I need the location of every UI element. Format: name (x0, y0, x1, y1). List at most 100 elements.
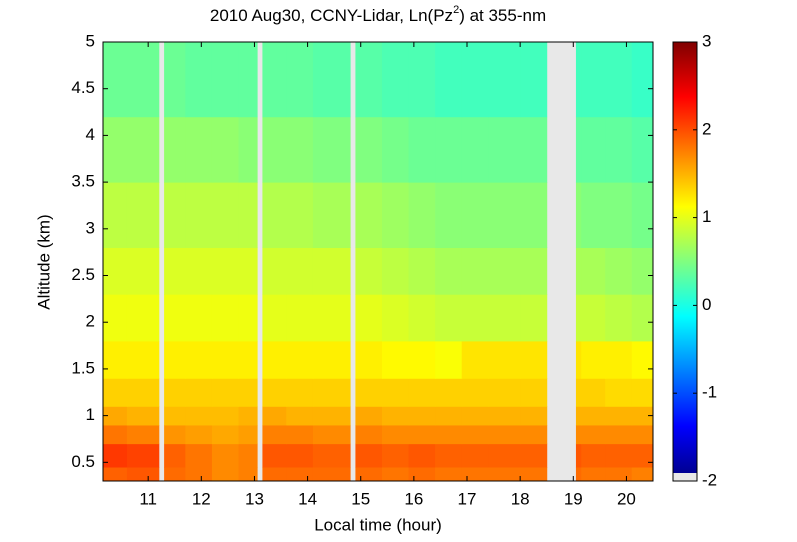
heatmap-cell (581, 406, 606, 426)
heatmap-cell (581, 378, 606, 407)
heatmap-cell (103, 42, 128, 118)
heatmap-cell (461, 294, 489, 342)
heatmap-cell (211, 247, 240, 295)
y-tick-label: 5 (86, 31, 95, 50)
heatmap-cell (238, 182, 258, 248)
heatmap-cell (631, 294, 654, 342)
heatmap-cell (575, 378, 582, 407)
heatmap-cell (126, 247, 160, 295)
title-superscript: 2 (453, 4, 459, 16)
heatmap-cell (461, 182, 489, 248)
y-tick-label: 4.5 (71, 78, 95, 97)
heatmap-cell (126, 116, 160, 183)
heatmap-cell (488, 42, 521, 118)
heatmap-cell (103, 378, 128, 407)
heatmap-cell (435, 466, 463, 482)
x-tick-label: 14 (298, 489, 317, 508)
heatmap-cell (185, 294, 213, 342)
heatmap-cell (381, 116, 410, 183)
x-tick-label: 16 (404, 489, 423, 508)
y-tick-label: 1 (86, 405, 95, 424)
heatmap-cell (355, 340, 383, 379)
heatmap-cell (126, 424, 160, 445)
heatmap-cell (103, 466, 128, 482)
heatmap-cell (126, 443, 160, 468)
heatmap-cell (164, 116, 186, 183)
x-tick-label: 12 (192, 489, 211, 508)
heatmap-cell (461, 247, 489, 295)
heatmap-cell (488, 182, 521, 248)
colorbar-tick-label: 1 (702, 207, 711, 226)
heatmap-cell (262, 247, 287, 295)
heatmap-cell (488, 340, 521, 379)
heatmap-cell (262, 340, 287, 379)
heatmap-cell (238, 406, 258, 426)
heatmap-cell (103, 294, 128, 342)
heatmap-cell (286, 424, 314, 445)
heatmap-cell (355, 42, 383, 118)
title-part: 2010 Aug30, CCNY-Lidar, Ln(Pz (210, 6, 453, 25)
heatmap-cell (286, 182, 314, 248)
heatmap-cell (164, 378, 186, 407)
y-tick-label: 4 (86, 125, 95, 144)
heatmap-cell (103, 247, 128, 295)
heatmap-cell (126, 466, 160, 482)
heatmap-cell (185, 182, 213, 248)
heatmap-cell (488, 424, 521, 445)
heatmap-cell (185, 424, 213, 445)
heatmap-cell (238, 340, 258, 379)
heatmap-cell (408, 406, 436, 426)
heatmap-cell (381, 182, 410, 248)
y-tick-label: 2.5 (71, 265, 95, 284)
heatmap-cell (461, 443, 489, 468)
heatmap-cell (488, 378, 521, 407)
heatmap-cell (211, 443, 240, 468)
heatmap-cell (575, 443, 582, 468)
heatmap-cell (408, 340, 436, 379)
heatmap-cell (631, 466, 654, 482)
heatmap-cell (408, 116, 436, 183)
heatmap-cell (581, 294, 606, 342)
colorbar-tick-label: -2 (702, 470, 717, 489)
heatmap-cell (520, 182, 548, 248)
heatmap-cell (520, 424, 548, 445)
heatmap-cell (461, 340, 489, 379)
heatmap-cell (575, 340, 582, 379)
heatmap-cell (312, 340, 351, 379)
heatmap-cell (238, 294, 258, 342)
heatmap-cell (631, 42, 654, 118)
heatmap-cell (605, 443, 633, 468)
heatmap-cell (211, 340, 240, 379)
y-tick-label: 3.5 (71, 172, 95, 191)
colorbar-tick-label: -1 (702, 383, 717, 402)
heatmap-cell (312, 424, 351, 445)
heatmap-cell (286, 406, 314, 426)
y-axis-label: Altitude (km) (34, 214, 53, 309)
heatmap-cell (520, 42, 548, 118)
heatmap-cell (238, 378, 258, 407)
heatmap-cell (488, 247, 521, 295)
heatmap-cell (286, 466, 314, 482)
heatmap-cell (408, 424, 436, 445)
heatmap-cell (164, 294, 186, 342)
y-tick-label: 2 (86, 312, 95, 331)
heatmap-cell (355, 406, 383, 426)
heatmap-cell (631, 443, 654, 468)
heatmap-cell (605, 340, 633, 379)
heatmap-cell (312, 406, 351, 426)
heatmap-cell (262, 182, 287, 248)
heatmap-cell (520, 443, 548, 468)
heatmap-cell (408, 182, 436, 248)
heatmap-cell (312, 247, 351, 295)
heatmap-cell (461, 116, 489, 183)
heatmap-cell (461, 406, 489, 426)
title-part: ) at 355-nm (459, 6, 546, 25)
heatmap-cell (461, 378, 489, 407)
heatmap-cell (185, 443, 213, 468)
heatmap-cell (126, 294, 160, 342)
heatmap-cell (605, 42, 633, 118)
heatmap-cell (461, 42, 489, 118)
heatmap-cell (355, 116, 383, 183)
heatmap-cell (575, 42, 582, 118)
heatmap-cell (381, 466, 410, 482)
